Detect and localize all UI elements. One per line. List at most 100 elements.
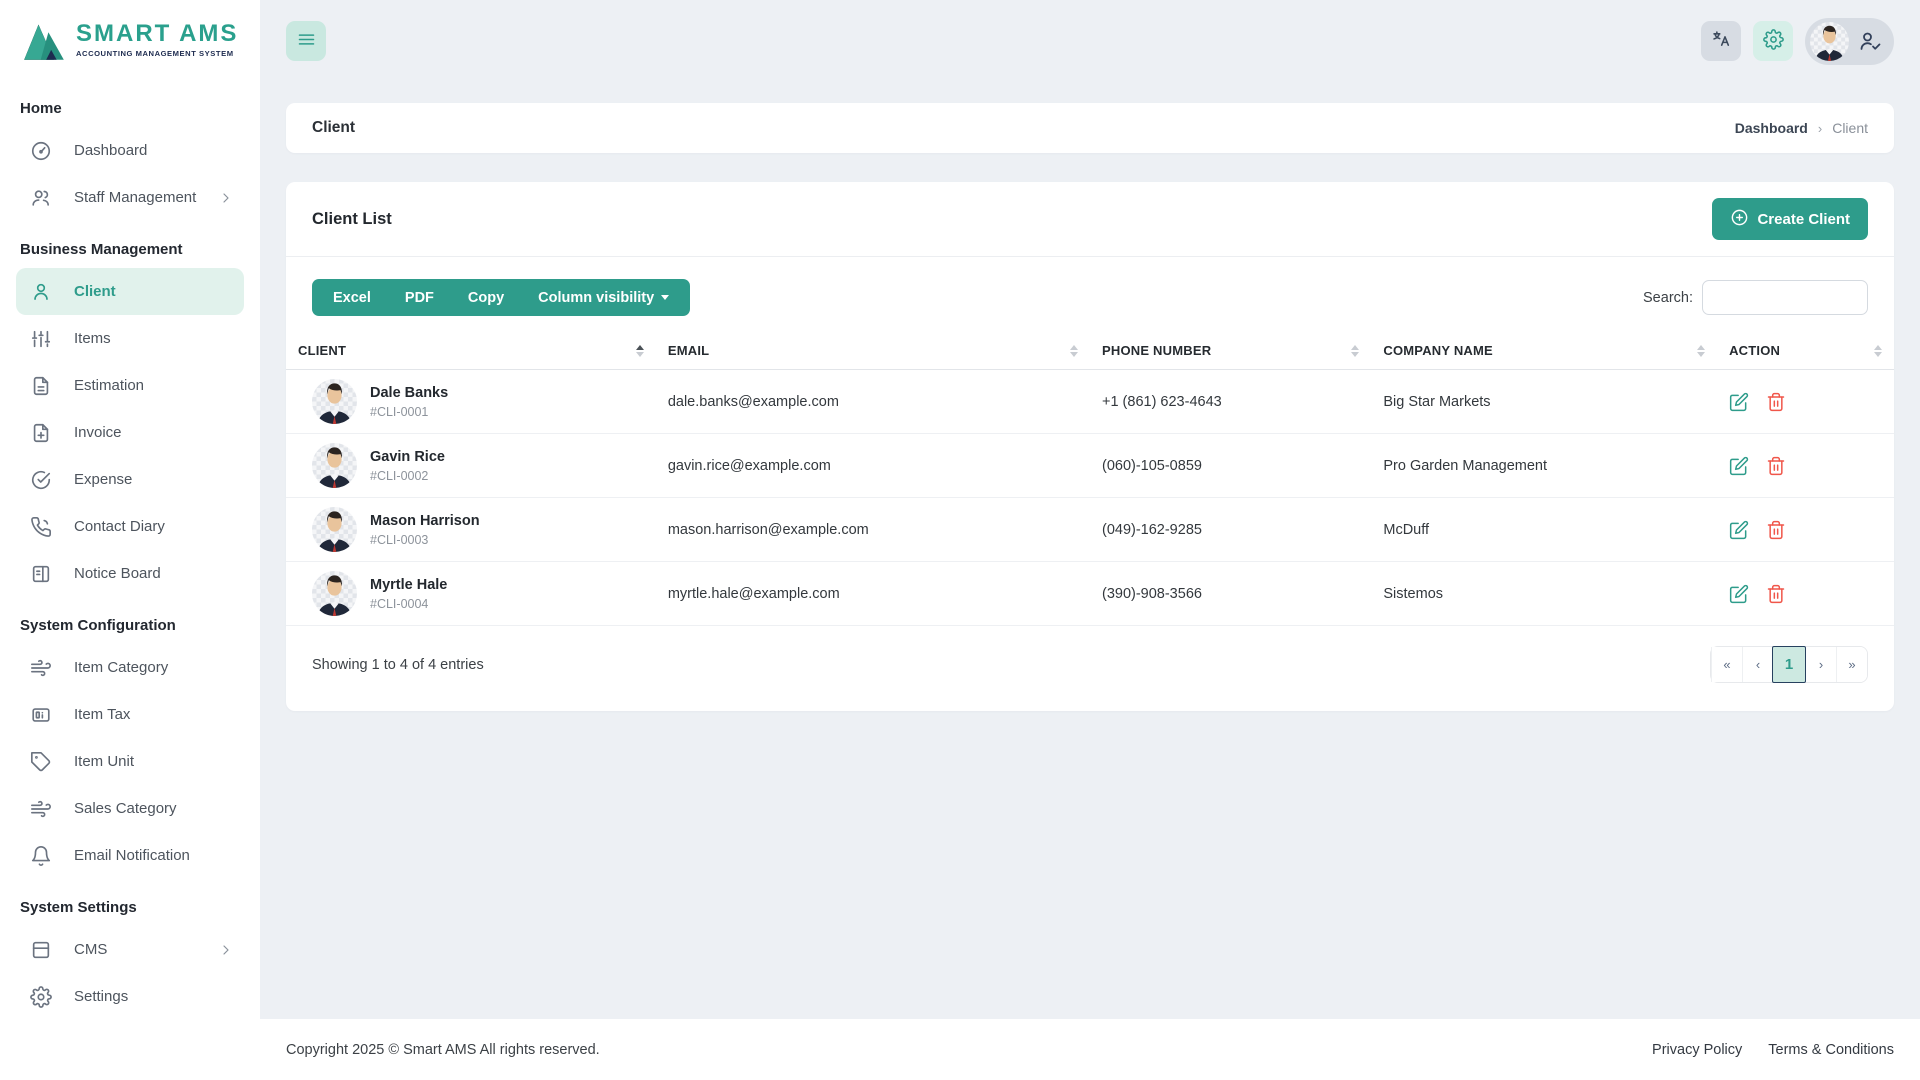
entries-summary: Showing 1 to 4 of 4 entries — [312, 656, 484, 673]
export-button[interactable]: Copy — [451, 279, 521, 316]
card-title: Client List — [312, 209, 392, 228]
export-button[interactable]: Excel — [316, 279, 388, 316]
sidebar-item[interactable]: Notice Board — [16, 550, 244, 597]
wind-icon — [30, 798, 52, 820]
dashboard-icon — [30, 140, 52, 162]
table-row[interactable]: Mason Harrison #CLI-0003 mason.harrison@… — [286, 497, 1894, 562]
settings-button[interactable] — [1753, 21, 1793, 61]
sidebar-section: Home Dashboard Staff Man — [16, 100, 244, 221]
search-input[interactable] — [1702, 280, 1868, 315]
edit-button[interactable] — [1729, 456, 1749, 476]
client-avatar — [312, 571, 357, 616]
delete-button[interactable] — [1766, 584, 1786, 604]
sidebar-item[interactable]: Sales Category — [16, 785, 244, 832]
search-label: Search: — [1643, 289, 1693, 306]
sidebar-item[interactable]: Invoice — [16, 409, 244, 456]
file-plus-icon — [30, 422, 52, 444]
sidebar-item[interactable]: Client — [16, 268, 244, 315]
copyright-text: Copyright 2025 © Smart AMS All rights re… — [286, 1041, 600, 1058]
gear-icon — [30, 986, 52, 1008]
table-row[interactable]: Dale Banks #CLI-0001 dale.banks@example.… — [286, 369, 1894, 434]
sidebar-nav: Home Dashboard Staff Man — [16, 100, 244, 1020]
language-button[interactable] — [1701, 21, 1741, 61]
users-icon — [30, 187, 52, 209]
delete-button[interactable] — [1766, 520, 1786, 540]
sidebar-item[interactable]: Staff Management — [16, 174, 244, 221]
sidebar-item[interactable]: Item Tax — [16, 691, 244, 738]
column-header[interactable]: CLIENT — [286, 332, 656, 370]
board-icon — [30, 563, 52, 585]
export-button[interactable]: PDF — [388, 279, 451, 316]
sort-icon — [1069, 344, 1078, 357]
main-area: Client Dashboard › Client Client List Cr… — [260, 0, 1920, 1080]
page-button[interactable]: « — [1711, 647, 1742, 682]
chevron-right-icon — [218, 942, 234, 958]
client-email: gavin.rice@example.com — [655, 433, 1090, 498]
client-company: Sistemos — [1371, 561, 1718, 626]
column-header[interactable]: EMAIL — [655, 332, 1090, 370]
delete-button[interactable] — [1766, 392, 1786, 412]
client-phone: (049)-162-9285 — [1089, 497, 1372, 562]
sidebar-item[interactable]: Item Category — [16, 644, 244, 691]
client-email: myrtle.hale@example.com — [655, 561, 1090, 626]
sidebar-section-title: Home — [20, 100, 62, 117]
gear-icon — [1763, 29, 1784, 53]
edit-button[interactable] — [1729, 392, 1749, 412]
client-name: Dale Banks — [370, 384, 449, 401]
page-button[interactable]: ‹ — [1742, 647, 1773, 682]
sidebar-item[interactable]: CMS — [16, 926, 244, 973]
sort-icon — [1351, 344, 1360, 357]
sidebar-item[interactable]: Item Unit — [16, 738, 244, 785]
brand: SMART AMS ACCOUNTING MANAGEMENT SYSTEM — [16, 14, 244, 80]
tag-icon — [30, 751, 52, 773]
footer-link[interactable]: Privacy Policy — [1652, 1041, 1743, 1058]
sidebar-section: System Settings CMS Sett — [16, 899, 244, 1020]
topbar — [260, 0, 1920, 82]
export-button-group: Excel PDF Copy Column visibility — [312, 279, 691, 316]
sidebar-item[interactable]: Email Notification — [16, 832, 244, 879]
client-code: #CLI-0004 — [370, 596, 429, 611]
client-avatar — [312, 379, 357, 424]
client-table: CLIENT EMAIL — [286, 332, 1894, 626]
delete-button[interactable] — [1766, 456, 1786, 476]
check-circle-icon — [30, 469, 52, 491]
edit-button[interactable] — [1729, 584, 1749, 604]
client-name: Mason Harrison — [370, 512, 480, 529]
sidebar: SMART AMS ACCOUNTING MANAGEMENT SYSTEM H… — [0, 0, 260, 1080]
client-avatar — [312, 507, 357, 552]
table-row[interactable]: Myrtle Hale #CLI-0004 myrtle.hale@exampl… — [286, 561, 1894, 626]
client-code: #CLI-0002 — [370, 468, 429, 483]
page-button[interactable]: 1 — [1772, 646, 1806, 683]
page-title: Client — [312, 119, 356, 136]
sidebar-item[interactable]: Contact Diary — [16, 503, 244, 550]
client-email: mason.harrison@example.com — [655, 497, 1090, 562]
column-header[interactable]: PHONE NUMBER — [1089, 332, 1372, 370]
column-header[interactable]: COMPANY NAME — [1371, 332, 1718, 370]
column-visibility-button[interactable]: Column visibility — [521, 279, 686, 316]
translate-icon — [1711, 29, 1732, 53]
menu-toggle-button[interactable] — [286, 21, 326, 61]
column-header[interactable]: ACTION — [1717, 332, 1894, 370]
page-button[interactable]: › — [1805, 647, 1836, 682]
table-row[interactable]: Gavin Rice #CLI-0002 gavin.rice@example.… — [286, 433, 1894, 498]
footer-link[interactable]: Terms & Conditions — [1768, 1041, 1894, 1058]
profile-menu[interactable] — [1805, 17, 1894, 65]
page-button[interactable]: » — [1836, 647, 1867, 682]
client-company: Pro Garden Management — [1371, 433, 1718, 498]
sidebar-item[interactable]: Dashboard — [16, 127, 244, 174]
client-code: #CLI-0003 — [370, 532, 429, 547]
caret-down-icon — [661, 295, 670, 300]
table-toolbar: Excel PDF Copy Column visibility S — [286, 257, 1894, 332]
edit-button[interactable] — [1729, 520, 1749, 540]
breadcrumb-link-dashboard[interactable]: Dashboard — [1734, 120, 1808, 136]
create-client-button[interactable]: Create Client — [1712, 198, 1868, 240]
sidebar-item[interactable]: Estimation — [16, 362, 244, 409]
sidebar-item[interactable]: Settings — [16, 973, 244, 1020]
sidebar-item[interactable]: Expense — [16, 456, 244, 503]
breadcrumb-separator-icon: › — [1817, 120, 1823, 136]
brand-logo-icon — [22, 18, 66, 62]
pagination: « ‹ 1 › » — [1710, 646, 1868, 683]
sidebar-section-title: System Settings — [20, 899, 137, 916]
sort-icon — [635, 344, 644, 357]
sidebar-item[interactable]: Items — [16, 315, 244, 362]
